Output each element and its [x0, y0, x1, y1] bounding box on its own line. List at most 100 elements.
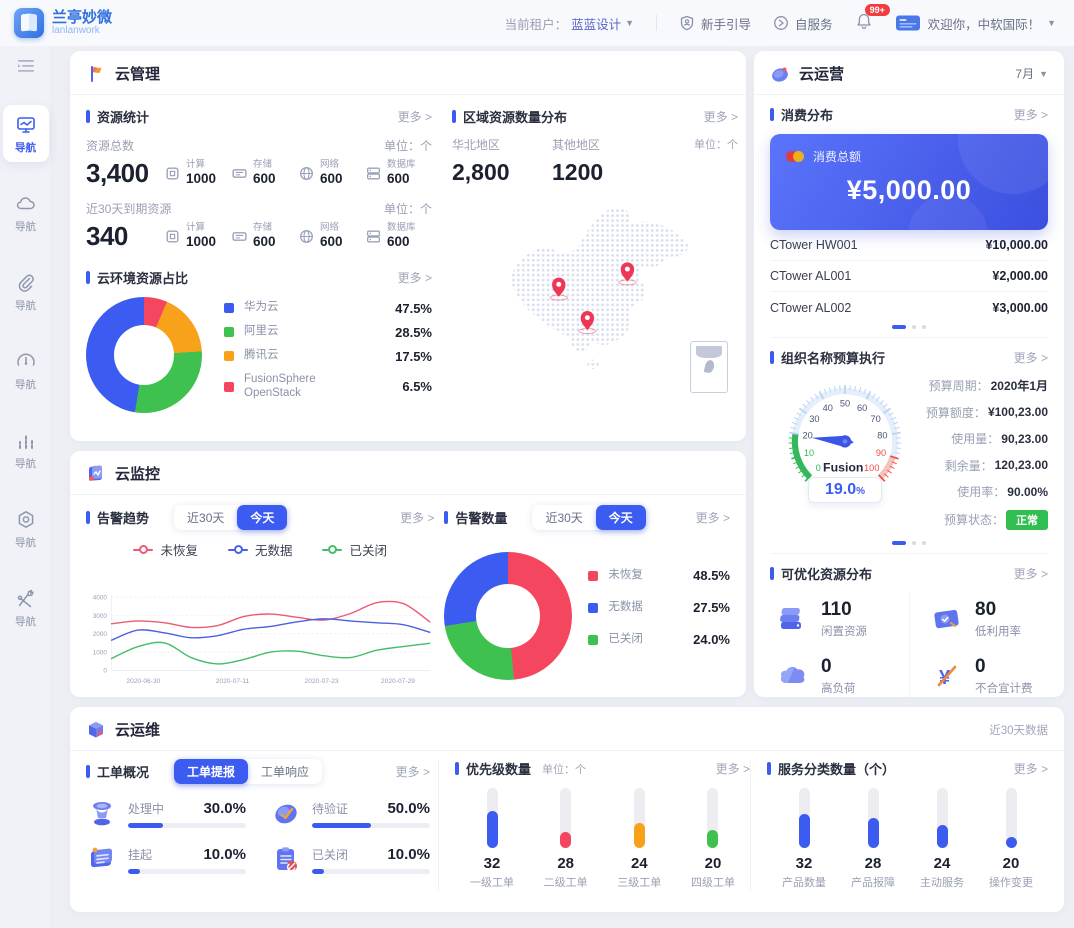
app-logo[interactable]: 兰亭妙微 lanlanwork	[14, 8, 112, 38]
legend-marker	[588, 634, 599, 645]
pagination-dot[interactable]	[922, 541, 926, 545]
guide-button[interactable]: 新手引导	[679, 14, 751, 33]
stat-compute: 计算 1000	[164, 159, 231, 186]
period-note: 近30天数据	[989, 724, 1048, 737]
compute-icon	[166, 230, 179, 243]
guide-label: 新手引导	[701, 17, 752, 32]
bar-track	[486, 788, 498, 848]
map-pin	[578, 311, 597, 334]
optimize-label: 高负荷	[821, 682, 856, 695]
sidebar-item-gauge[interactable]: 导航	[3, 342, 49, 399]
svg-text:40: 40	[823, 403, 833, 413]
legend-marker	[224, 327, 234, 338]
more-link[interactable]: 更多 >	[1013, 351, 1048, 365]
stat-network: 网络 600	[298, 222, 365, 249]
cloud-management-icon	[91, 65, 102, 82]
gauge-icon	[16, 353, 35, 366]
optimize-value: 0	[975, 655, 986, 677]
cloud-monitor-icon	[89, 465, 102, 481]
legend-item: 华为云 47.5%	[224, 301, 432, 316]
pagination-dot[interactable]	[912, 541, 916, 545]
self-service-button[interactable]: 自服务	[773, 14, 833, 33]
tab-30days[interactable]: 近30天	[187, 511, 225, 525]
stat-value: 600	[387, 171, 410, 187]
notifications-button[interactable]: 99+	[855, 4, 890, 34]
pagination-dot[interactable]	[912, 325, 916, 329]
sidebar-item-tools[interactable]: 导航	[3, 579, 49, 636]
row-amount: ¥2,000.00	[992, 269, 1048, 283]
tab-response[interactable]: 工单响应	[261, 765, 310, 779]
more-link[interactable]: 更多 >	[397, 110, 432, 124]
section-bar	[767, 762, 771, 775]
to-verify-icon	[275, 804, 297, 824]
chevron-down-icon: ▼	[1039, 68, 1048, 79]
sidebar-item-stats[interactable]: 导航	[3, 421, 49, 478]
tab-30days[interactable]: 近30天	[545, 511, 583, 525]
storage-icon	[232, 169, 247, 178]
more-link[interactable]: 更多 >	[715, 762, 750, 776]
budget-stat-row: 使用率： 90.00%	[957, 484, 1048, 500]
progress-fill	[128, 823, 164, 828]
bar-chart-icon	[18, 434, 33, 449]
bar-track	[1005, 788, 1017, 848]
section-title: 工单概况	[97, 765, 150, 780]
more-link[interactable]: 更多 >	[1013, 567, 1048, 581]
section-bar	[86, 765, 90, 778]
row-amount: ¥10,000.00	[985, 238, 1048, 252]
card-circles-icon	[786, 150, 806, 163]
legend-item: 未恢复	[133, 540, 198, 559]
collapse-menu-button[interactable]	[16, 58, 36, 79]
stat-name: 计算	[186, 222, 206, 234]
bar-fill	[867, 818, 879, 848]
legend-label: 华为云	[244, 301, 279, 314]
more-link[interactable]: 更多 >	[400, 511, 435, 525]
progress-fill	[128, 869, 140, 874]
month-selector[interactable]: 7月 ▼	[1015, 65, 1048, 82]
sidebar-item-dashboard[interactable]: 导航	[2, 105, 49, 162]
more-link[interactable]: 更多 >	[1013, 762, 1048, 776]
sidebar-item-cloud[interactable]: 导航	[3, 184, 49, 241]
section-title: 资源统计	[97, 110, 150, 125]
bar-item: 20 操作变更	[980, 788, 1042, 890]
more-link[interactable]: 更多 >	[695, 511, 730, 525]
region-stat: 华北地区 2,800	[452, 136, 552, 186]
section-bar	[86, 511, 90, 524]
chevron-down-icon: ▼	[625, 18, 635, 28]
user-menu[interactable]: 欢迎你，中软国际！ ▼	[895, 14, 1056, 33]
pagination-dot[interactable]	[892, 325, 906, 329]
consumption-row[interactable]: CTower AL001 ¥2,000.00	[770, 261, 1048, 292]
tab-submit[interactable]: 工单提报	[174, 759, 249, 784]
progress-track	[312, 869, 430, 874]
stat-storage: 存储 600	[231, 159, 298, 186]
sidebar-item-label: 导航	[15, 616, 36, 628]
sidebar-item-settings[interactable]: 导航	[3, 500, 49, 557]
more-link[interactable]: 更多 >	[1013, 108, 1048, 122]
legend-label: 阿里云	[244, 325, 279, 338]
sidebar-item-attachment[interactable]: 导航	[3, 263, 49, 320]
more-link[interactable]: 更多 >	[395, 765, 430, 779]
tab-today[interactable]: 今天	[237, 505, 288, 530]
consumption-row[interactable]: CTower HW001 ¥10,000.00	[770, 230, 1048, 261]
pagination-dots	[770, 323, 1048, 335]
database-icon	[367, 167, 380, 180]
unit-label: 单位：个	[383, 139, 432, 153]
pagination-dot[interactable]	[892, 541, 906, 545]
section-title: 可优化资源分布	[781, 567, 873, 582]
legend-value: 47.5%	[395, 300, 432, 316]
svg-text:50: 50	[840, 399, 850, 409]
progress-track	[128, 823, 246, 828]
cloud-management-card: 云管理 资源统计 更多 > 资源总数 单位：个 3,400 计算 1000	[70, 51, 746, 441]
more-link[interactable]: 更多 >	[703, 110, 738, 124]
more-link[interactable]: 更多 >	[397, 271, 432, 285]
divider	[656, 15, 658, 31]
tab-today[interactable]: 今天	[595, 505, 646, 530]
stat-name: 网络	[320, 159, 340, 171]
budget-stat-row: 预算状态： 正常	[920, 509, 1048, 530]
pagination-dot[interactable]	[922, 325, 926, 329]
unit-label: 单位：个	[542, 763, 587, 776]
tenant-selector[interactable]: 当前租户： 蓝蓝设计 ▼	[505, 14, 634, 33]
section-title: 组织名称预算执行	[781, 351, 886, 366]
menu-collapse-icon	[17, 60, 34, 72]
bar-fill	[936, 825, 948, 848]
consumption-row[interactable]: CTower AL002 ¥3,000.00	[770, 292, 1048, 323]
